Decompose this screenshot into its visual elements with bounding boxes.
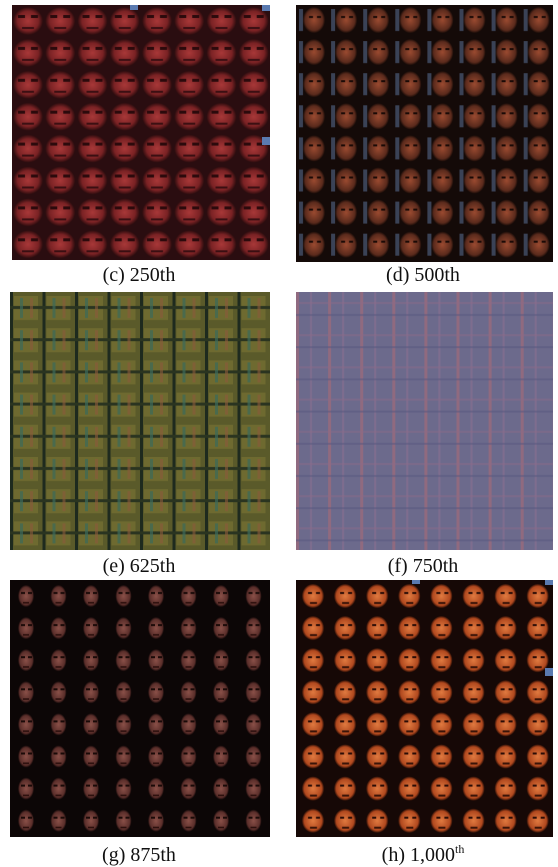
caption: (h) 1,000th <box>288 845 558 865</box>
image-panel-c <box>12 5 270 260</box>
image-panel-h <box>296 580 553 837</box>
caption-superscript: th <box>455 842 464 856</box>
image-panel-g <box>10 580 270 837</box>
caption-text: (h) 1,000 <box>382 844 455 866</box>
caption: (d) 500th <box>288 265 558 285</box>
caption: (e) 625th <box>4 556 274 576</box>
image-panel-f <box>296 292 553 550</box>
caption: (f) 750th <box>288 556 558 576</box>
image-panel-d <box>296 5 553 262</box>
image-panel-e <box>10 292 270 550</box>
figure-page: (c) 250th (d) 500th (e) 625th (f) 750th … <box>0 0 558 867</box>
caption: (c) 250th <box>4 265 274 285</box>
caption: (g) 875th <box>4 845 274 865</box>
